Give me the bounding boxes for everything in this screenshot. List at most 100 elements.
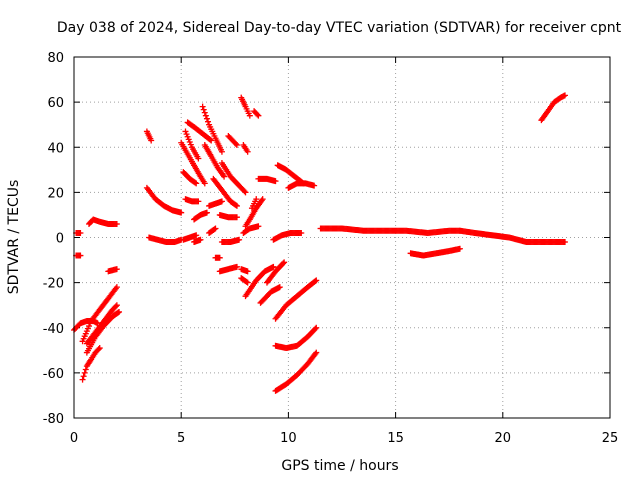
point-marker [200, 106, 207, 113]
point-marker [561, 239, 568, 246]
data-points [71, 92, 568, 394]
y-tick-label-6: 40 [47, 141, 64, 156]
point-marker [255, 223, 262, 230]
plot-frame [73, 56, 611, 419]
point-marker [113, 302, 120, 309]
point-marker [298, 229, 305, 236]
segment-1-33 [263, 259, 288, 286]
segment-1-10 [191, 236, 204, 246]
point-marker [233, 263, 240, 270]
y-axis-label: SDTVAR / TECUs [6, 180, 22, 295]
y-tick-label-4: 0 [56, 232, 64, 247]
point-marker [203, 209, 210, 216]
segment-1-4 [180, 232, 200, 243]
segment-2-3 [270, 229, 305, 243]
segment-1-27 [242, 196, 266, 230]
point-marker [312, 350, 319, 357]
segment-1-32 [255, 175, 279, 185]
point-marker [81, 369, 88, 376]
point-marker [178, 209, 185, 216]
point-marker [233, 202, 240, 209]
point-marker [207, 136, 214, 143]
segment-1-0 [143, 128, 155, 144]
point-marker [255, 112, 262, 119]
y-tick-label-7: 60 [47, 96, 64, 111]
point-marker [232, 140, 239, 147]
point-marker [218, 198, 225, 205]
y-tick-label-0: -80 [43, 412, 64, 427]
x-tick-labels: 0 5 10 15 20 25 [70, 431, 618, 446]
point-marker [112, 303, 119, 310]
point-marker [270, 263, 277, 270]
segment-1-26 [240, 223, 262, 236]
segment-1-16 [212, 254, 223, 261]
segment-1-17 [216, 211, 240, 221]
point-marker [313, 324, 320, 331]
segment-0-6 [83, 302, 120, 347]
point-marker [242, 189, 249, 196]
point-marker [203, 115, 210, 122]
point-marker [236, 236, 243, 243]
point-marker [221, 173, 228, 180]
segment-1-11 [199, 103, 225, 155]
point-marker [561, 92, 568, 99]
segment-1-14 [206, 225, 219, 236]
y-tick-label-2: -40 [43, 322, 64, 337]
point-marker [113, 284, 120, 291]
segment-0-1 [73, 229, 84, 236]
segment-0-8 [105, 266, 120, 275]
point-marker [197, 236, 204, 243]
segment-1-20 [218, 160, 249, 196]
x-tick-label-1: 5 [177, 431, 185, 446]
segment-1-1 [143, 184, 185, 216]
y-tick-label-1: -60 [43, 367, 64, 382]
point-marker [254, 111, 261, 118]
series-arc-a [71, 216, 123, 383]
point-marker [313, 349, 320, 356]
segment-2-8 [456, 227, 568, 246]
segment-1-31 [257, 284, 283, 306]
segment-0-2 [73, 252, 84, 259]
segment-2-0 [272, 349, 320, 394]
point-marker [280, 260, 287, 267]
x-axis-label: GPS time / hours [281, 458, 398, 474]
point-marker [281, 259, 288, 266]
x-tick-label-2: 10 [280, 431, 297, 446]
point-marker [276, 284, 283, 291]
point-marker [233, 141, 240, 148]
point-marker [208, 137, 215, 144]
point-marker [113, 220, 120, 227]
point-marker [232, 202, 239, 209]
segment-1-9 [191, 209, 210, 223]
segment-2-5 [285, 180, 318, 191]
point-marker [201, 180, 208, 187]
segment-1-8 [184, 119, 215, 144]
point-marker [218, 148, 225, 155]
point-marker [312, 325, 319, 332]
segment-0-4 [79, 345, 103, 383]
segment-2-9 [538, 92, 568, 124]
segment-2-7 [407, 245, 463, 259]
series-arc-b [143, 94, 288, 306]
point-marker [95, 346, 102, 353]
segment-1-7 [182, 196, 202, 205]
x-tick-label-5: 25 [602, 431, 619, 446]
y-tick-label-3: -20 [43, 277, 64, 292]
segment-1-24 [238, 275, 251, 286]
point-marker [259, 196, 266, 203]
point-marker [212, 225, 219, 232]
segment-2-6 [317, 225, 463, 236]
point-marker [253, 196, 260, 203]
point-marker [79, 376, 86, 383]
segment-0-5 [83, 308, 123, 356]
point-marker [244, 279, 251, 286]
segment-1-19 [216, 263, 240, 275]
segment-1-6 [182, 128, 202, 162]
point-marker [116, 308, 123, 315]
point-marker [148, 137, 155, 144]
point-marker [241, 188, 248, 195]
y-tick-label-5: 20 [47, 186, 64, 201]
point-marker [243, 278, 250, 285]
point-marker [77, 252, 84, 259]
